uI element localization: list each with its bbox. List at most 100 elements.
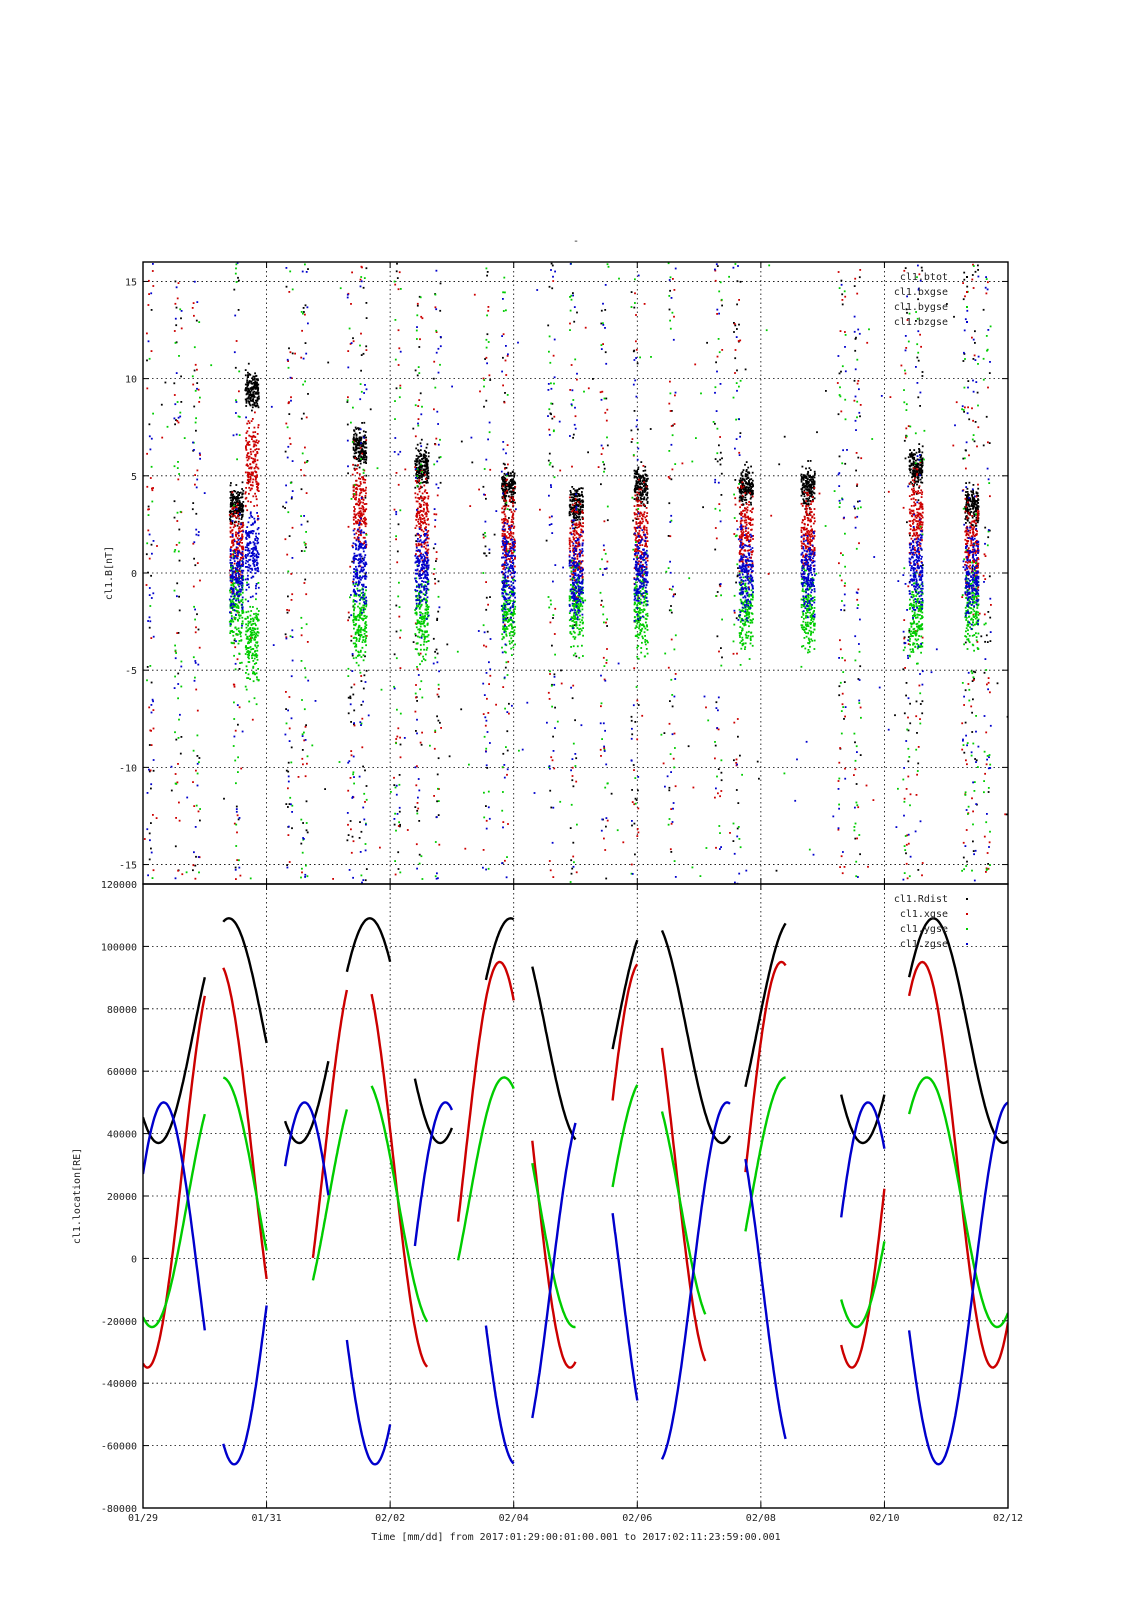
data-point [719, 458, 721, 461]
data-point [572, 544, 574, 547]
data-point [362, 445, 364, 447]
data-point [511, 496, 514, 499]
data-point [599, 391, 602, 394]
data-point [486, 630, 489, 633]
data-point [305, 416, 308, 419]
data-point [248, 397, 250, 400]
data-point [578, 561, 581, 564]
data-point [811, 486, 814, 489]
data-point [807, 517, 810, 520]
data-point [738, 570, 741, 573]
data-point [854, 349, 857, 352]
data-point [362, 456, 365, 459]
data-point [573, 579, 576, 582]
data-point [977, 547, 979, 550]
data-point [236, 504, 239, 506]
data-point [327, 361, 330, 364]
data-point [427, 460, 429, 463]
data-point [513, 546, 516, 549]
data-point [350, 754, 353, 757]
data-point [285, 691, 287, 693]
data-point [241, 552, 244, 554]
data-point [417, 520, 419, 523]
data-point [838, 372, 841, 375]
data-point [854, 507, 856, 510]
data-point [741, 491, 744, 493]
data-point [438, 456, 441, 459]
data-point [257, 397, 260, 400]
data-point [503, 566, 506, 569]
data-point [581, 487, 584, 490]
data-point [667, 535, 670, 537]
data-point [424, 513, 427, 515]
data-point [235, 554, 238, 557]
data-point [353, 456, 355, 459]
data-point [813, 492, 816, 495]
data-point [806, 486, 808, 489]
data-point [749, 497, 752, 500]
data-point [238, 492, 241, 494]
data-point [739, 522, 742, 525]
data-point [806, 503, 809, 506]
data-point [508, 484, 511, 487]
data-point [802, 554, 805, 557]
data-point [639, 480, 642, 482]
data-point [745, 501, 748, 504]
data-point [906, 877, 909, 880]
data-point [254, 458, 256, 461]
data-point [552, 876, 555, 878]
data-point [572, 493, 575, 495]
data-point [359, 278, 362, 281]
data-point [416, 510, 419, 513]
data-point [247, 452, 250, 454]
data-point [419, 455, 422, 457]
data-point [485, 356, 488, 359]
data-point [361, 458, 364, 460]
data-point [418, 480, 421, 483]
data-point [192, 585, 195, 588]
data-point [838, 562, 840, 565]
data-point [364, 525, 367, 528]
data-point [365, 546, 367, 548]
data-point [417, 466, 420, 469]
data-point [915, 451, 918, 454]
data-point [245, 432, 248, 434]
data-point [719, 585, 722, 588]
data-point [739, 491, 742, 494]
data-point [643, 525, 646, 528]
data-point [913, 456, 916, 459]
data-point [255, 378, 258, 381]
data-point [976, 514, 979, 517]
data-point [511, 470, 514, 473]
data-point [645, 557, 647, 560]
data-point [246, 385, 249, 388]
data-point [605, 397, 608, 400]
data-point [641, 493, 643, 496]
data-point [510, 557, 512, 559]
data-point [508, 481, 510, 484]
data-point [358, 634, 360, 636]
data-point [240, 557, 243, 559]
data-point [973, 354, 976, 357]
data-point [577, 596, 580, 599]
data-point [903, 619, 906, 621]
data-point [504, 502, 507, 505]
data-point [965, 516, 967, 518]
data-point [572, 292, 574, 294]
data-point [803, 526, 806, 529]
data-point [365, 785, 368, 787]
data-point [670, 851, 673, 853]
data-point [977, 508, 979, 511]
data-point [501, 482, 504, 485]
data-point [907, 425, 910, 427]
data-point [800, 531, 803, 533]
data-point [506, 617, 509, 619]
data-point [419, 509, 422, 512]
data-point [971, 711, 973, 714]
data-point [969, 560, 971, 563]
data-point [195, 855, 197, 858]
data-point [241, 537, 244, 540]
data-point [228, 511, 231, 513]
data-point [286, 553, 289, 556]
data-point [249, 466, 252, 469]
